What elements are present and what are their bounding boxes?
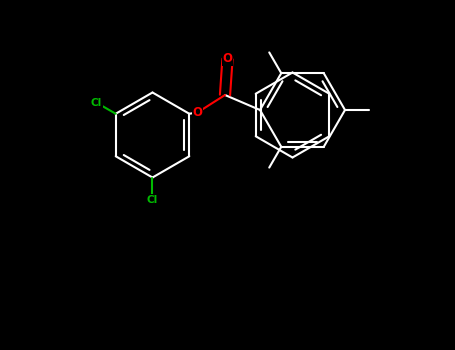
Text: Cl: Cl [91,98,102,107]
Text: O: O [222,52,233,65]
Text: O: O [192,106,202,119]
Text: Cl: Cl [147,195,158,205]
